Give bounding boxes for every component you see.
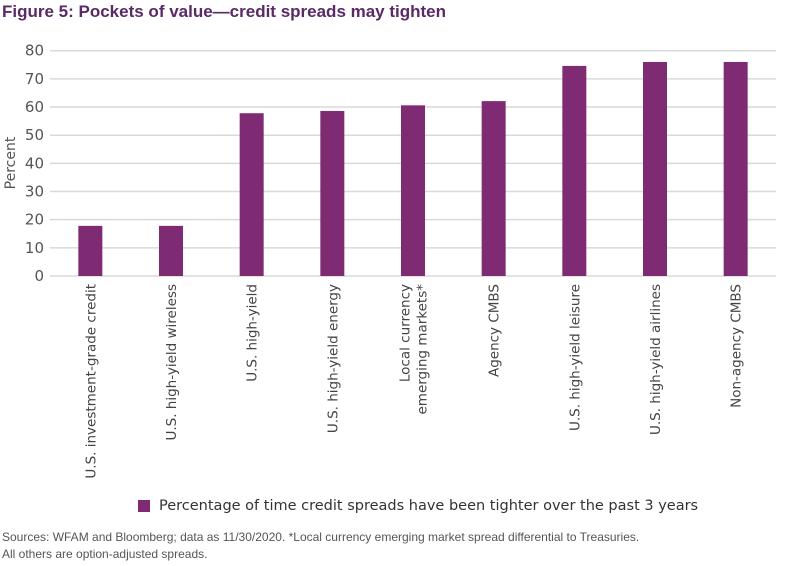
x-tick-label: U.S. high-yield leisure [567, 284, 583, 431]
bar [320, 110, 345, 277]
y-axis-label: Percent [3, 136, 19, 189]
y-tick-label: 20 [25, 211, 44, 229]
y-tick-label: 40 [25, 154, 44, 172]
x-tick-label: U.S. high-yield wireless [164, 284, 180, 441]
x-tick-label: U.S. investment-grade credit [83, 284, 99, 479]
x-tick-label: Local currency [398, 284, 414, 382]
chart-title: Figure 5: Pockets of value—credit spread… [2, 2, 447, 21]
bar [78, 225, 103, 276]
bar [401, 105, 425, 276]
legend: Percentage of time credit spreads have b… [138, 498, 698, 514]
legend-label: Percentage of time credit spreads have b… [159, 498, 699, 514]
y-tick-label: 0 [34, 267, 44, 285]
bar [239, 113, 264, 276]
y-tick-label: 60 [25, 98, 44, 116]
bar [159, 225, 183, 276]
source-note: Sources: WFAM and Bloomberg; data as 11/… [2, 529, 639, 563]
y-tick-label: 30 [25, 183, 44, 201]
source-line-1: Sources: WFAM and Bloomberg; data as 11/… [2, 530, 640, 544]
x-tick-label: Non-agency CMBS [729, 284, 745, 408]
bar [481, 101, 506, 277]
bar-chart: 0 10 20 30 40 50 60 70 80 Percent U.S. investment-… [3, 42, 776, 479]
bar [562, 65, 587, 277]
y-tick-label: 50 [25, 126, 44, 144]
x-tick-label: U.S. high-yield energy [325, 284, 341, 433]
y-tick-label: 70 [25, 70, 44, 88]
bar [723, 61, 748, 277]
x-tick-label: emerging markets* [415, 284, 431, 415]
x-tick-label: Agency CMBS [487, 284, 503, 377]
legend-swatch [138, 500, 150, 512]
source-line-2: All others are option-adjusted spreads. [2, 547, 208, 561]
y-tick-label: 10 [25, 239, 44, 257]
y-tick-label: 80 [25, 42, 44, 60]
bar [643, 61, 667, 277]
x-tick-label: U.S. high-yield airlines [648, 284, 664, 435]
x-tick-label: U.S. high-yield [245, 284, 261, 382]
